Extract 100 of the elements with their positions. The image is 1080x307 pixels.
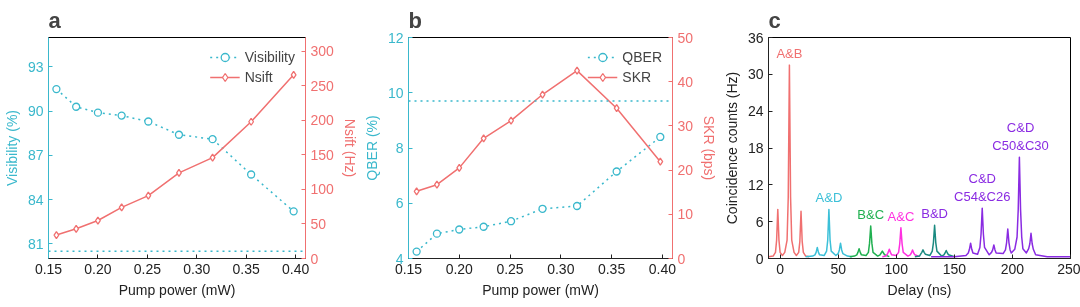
- annotation: B&C: [857, 206, 885, 222]
- point: [117, 111, 126, 120]
- y2-tick-label: 50: [310, 215, 327, 232]
- point: [94, 216, 101, 225]
- y-tick-label: 84: [27, 191, 44, 208]
- point: [455, 225, 464, 234]
- y-tick-label: 93: [27, 58, 44, 75]
- y-tick-label: 87: [27, 147, 44, 164]
- y-axis-title: Visibility (%): [3, 110, 20, 186]
- y2-tick-label: 200: [310, 112, 335, 129]
- y2-tick-label: 40: [677, 73, 694, 90]
- y2-tick-label: 10: [677, 206, 694, 223]
- y-tick-label: 90: [27, 103, 44, 120]
- x-tick-label: 0: [776, 260, 785, 277]
- annotation: A&D: [815, 190, 843, 206]
- point: [72, 102, 81, 111]
- x-tick-label: 100: [884, 260, 909, 277]
- y2-axis-title: Nsift (Hz): [341, 118, 358, 178]
- y2-tick-label: 300: [310, 43, 335, 60]
- x-tick-label: 50: [830, 260, 847, 277]
- point: [656, 132, 665, 142]
- point: [175, 168, 182, 178]
- annotation: A&C: [887, 208, 915, 224]
- x-tick-label: 0.40: [281, 260, 310, 277]
- y-tick-label: 30: [747, 66, 764, 83]
- x-axis-title: Pump power (mW): [118, 281, 236, 298]
- line-series: [768, 64, 810, 258]
- point: [208, 135, 217, 144]
- x-tick-label: 150: [942, 260, 967, 277]
- y2-tick-label: 150: [310, 146, 335, 163]
- x-tick-label: 0.20: [445, 260, 474, 277]
- x-axis-title: Pump power (mW): [482, 281, 599, 298]
- point: [290, 70, 297, 79]
- y-tick-label: 24: [747, 103, 764, 120]
- point: [53, 230, 60, 240]
- x-tick-label: 0.35: [597, 260, 626, 277]
- legend-label: QBER: [622, 49, 662, 65]
- x-tick-label: 0.35: [232, 260, 261, 277]
- legend-label: SKR: [622, 69, 652, 85]
- x-tick-label: 200: [1000, 260, 1025, 277]
- y2-tick-label: 50: [677, 29, 694, 46]
- line-series: [804, 208, 853, 258]
- annotation: B&D: [921, 206, 948, 222]
- point: [572, 201, 582, 211]
- y-tick-label: 12: [387, 29, 404, 46]
- legend-label: Nsift: [244, 69, 273, 85]
- y2-tick-label: 20: [677, 162, 694, 179]
- point: [246, 170, 256, 179]
- point: [209, 153, 216, 162]
- x-tick-label: 0.25: [133, 260, 162, 277]
- annotation: C&D C54&C26: [954, 171, 1011, 205]
- legend-label: Visibility: [244, 49, 295, 65]
- point: [480, 134, 487, 143]
- point: [506, 217, 516, 226]
- x-tick-label: 0.25: [496, 260, 524, 277]
- y-tick-label: 36: [747, 29, 764, 46]
- chart-title: a: [48, 7, 62, 33]
- point: [412, 247, 421, 256]
- point: [413, 187, 420, 196]
- point: [73, 224, 80, 233]
- y2-axis-title: SKR (bps): [701, 115, 718, 181]
- point: [539, 90, 546, 99]
- point: [432, 229, 442, 238]
- point: [657, 157, 664, 166]
- y-tick-label: 6: [395, 195, 404, 212]
- point: [574, 66, 581, 75]
- annotation: C&D C50&C30: [992, 120, 1049, 154]
- x-tick-label: 0.40: [648, 260, 677, 277]
- y-tick-label: 8: [395, 140, 404, 156]
- y-axis-title: Coincidence counts (Hz): [723, 71, 740, 225]
- y-tick-label: 18: [747, 140, 764, 156]
- point: [433, 180, 440, 189]
- x-tick-label: 0.20: [84, 260, 112, 277]
- line-series: [881, 227, 921, 258]
- point: [144, 117, 153, 126]
- point: [174, 130, 184, 139]
- point: [52, 84, 61, 94]
- point: [612, 167, 621, 176]
- y2-tick-label: 30: [677, 117, 694, 134]
- point: [93, 108, 103, 117]
- point: [118, 203, 125, 212]
- annotation: A&B: [776, 46, 803, 62]
- y-axis-title: QBER (%): [363, 115, 380, 181]
- point: [508, 116, 515, 125]
- point: [538, 204, 547, 213]
- x-tick-label: 0.30: [183, 260, 211, 277]
- chart-title: c: [768, 7, 781, 33]
- x-axis-title: Delay (ns): [887, 281, 952, 298]
- point: [289, 207, 298, 216]
- y-tick-label: 6: [755, 213, 764, 230]
- point: [456, 163, 463, 173]
- point: [479, 222, 488, 231]
- point: [248, 117, 255, 126]
- y-tick-label: 81: [27, 235, 44, 252]
- y-tick-label: 10: [387, 84, 404, 101]
- line-series: [914, 224, 956, 258]
- y-tick-label: 12: [747, 176, 764, 193]
- point: [613, 104, 620, 113]
- x-tick-label: 0.30: [547, 260, 575, 277]
- x-tick-label: 250: [1057, 260, 1080, 277]
